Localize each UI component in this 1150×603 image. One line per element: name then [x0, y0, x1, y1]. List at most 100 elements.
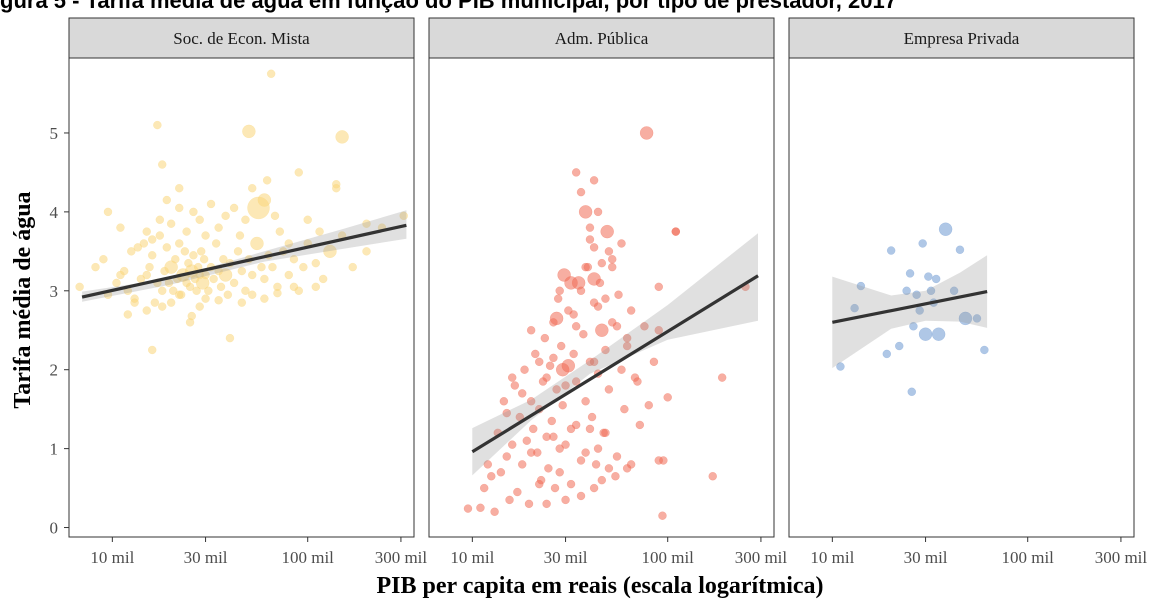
data-point	[499, 397, 509, 406]
data-point	[275, 227, 285, 236]
data-point	[520, 365, 529, 374]
data-point	[555, 444, 564, 453]
y-tick-label: 0	[50, 519, 59, 538]
data-point	[597, 475, 607, 485]
data-point	[311, 282, 321, 292]
data-point	[589, 176, 599, 185]
data-point	[581, 262, 590, 272]
data-point	[579, 329, 588, 339]
data-point	[607, 262, 617, 272]
x-tick-label: 10 mil	[90, 548, 134, 567]
data-point	[157, 286, 167, 296]
data-point	[555, 362, 570, 377]
data-point	[229, 278, 239, 288]
data-point	[127, 247, 136, 256]
data-point	[171, 254, 180, 264]
data-point	[174, 239, 184, 248]
data-point	[561, 381, 570, 390]
data-point	[142, 306, 151, 315]
data-point	[555, 468, 564, 477]
data-point	[123, 310, 133, 319]
data-point	[311, 258, 321, 268]
data-point	[211, 239, 221, 248]
data-point	[157, 160, 167, 169]
data-point	[242, 124, 256, 139]
data-point	[850, 303, 859, 313]
data-point	[195, 215, 204, 225]
y-axis-title: Tarifa média de água	[10, 191, 36, 408]
data-point	[145, 262, 154, 272]
data-point	[626, 306, 636, 315]
data-point	[635, 420, 645, 430]
data-point	[362, 219, 371, 228]
data-point	[649, 357, 659, 367]
data-point	[918, 327, 933, 341]
trend-line	[471, 274, 759, 454]
data-point	[604, 385, 614, 394]
data-point	[216, 282, 226, 292]
data-point	[607, 254, 617, 264]
data-point	[589, 243, 599, 252]
data-point	[362, 247, 371, 256]
data-point	[585, 223, 595, 232]
data-point	[654, 325, 664, 335]
data-point	[544, 464, 553, 473]
data-point	[112, 278, 121, 288]
data-point	[552, 385, 561, 394]
data-point	[174, 203, 184, 213]
data-point	[555, 286, 564, 296]
data-point	[219, 254, 228, 264]
data-point	[103, 207, 113, 217]
data-point	[924, 272, 933, 281]
data-point	[168, 286, 178, 296]
data-point	[571, 322, 581, 331]
data-point	[633, 377, 642, 386]
data-point	[223, 290, 233, 299]
data-point	[907, 387, 917, 397]
data-point	[490, 507, 499, 516]
data-point	[522, 436, 532, 445]
chart-panels: Soc. de Econ. Mista 10 mil 30 mil 100 mil 30…	[68, 17, 1147, 567]
data-point	[155, 215, 165, 225]
data-point	[617, 365, 626, 374]
data-point	[576, 187, 586, 197]
confidence-band	[832, 255, 988, 369]
data-point	[564, 276, 578, 290]
data-point	[566, 479, 576, 489]
data-point	[614, 290, 623, 299]
data-point	[174, 183, 184, 193]
data-point	[182, 227, 191, 236]
data-point	[479, 483, 489, 493]
data-point	[918, 239, 927, 248]
data-point	[507, 440, 517, 449]
data-point	[622, 341, 632, 351]
data-point	[671, 227, 681, 236]
data-point	[142, 227, 151, 236]
data-point	[958, 311, 973, 326]
data-point	[549, 353, 558, 363]
data-point	[640, 322, 649, 331]
data-point	[247, 270, 257, 280]
y-tick-label: 4	[50, 203, 59, 222]
y-axis: 0 1 2 3 4 5	[50, 124, 69, 538]
data-point	[600, 224, 614, 239]
facet-strip-label: Adm. Pública	[555, 29, 649, 48]
data-point	[517, 389, 527, 398]
data-point	[524, 499, 534, 509]
data-point	[241, 286, 250, 296]
data-point	[534, 479, 544, 489]
y-tick-label: 3	[50, 282, 59, 301]
data-point	[556, 341, 566, 351]
x-tick-label: 100 mil	[281, 548, 334, 567]
data-point	[189, 207, 198, 217]
data-point	[564, 306, 573, 315]
data-point	[150, 298, 160, 307]
data-point	[116, 223, 125, 232]
data-point	[153, 120, 162, 130]
data-point	[206, 199, 216, 209]
data-point	[601, 294, 610, 303]
y-tick-label: 5	[50, 124, 59, 143]
data-point	[323, 244, 337, 259]
data-point	[531, 349, 540, 359]
data-point	[540, 333, 550, 343]
